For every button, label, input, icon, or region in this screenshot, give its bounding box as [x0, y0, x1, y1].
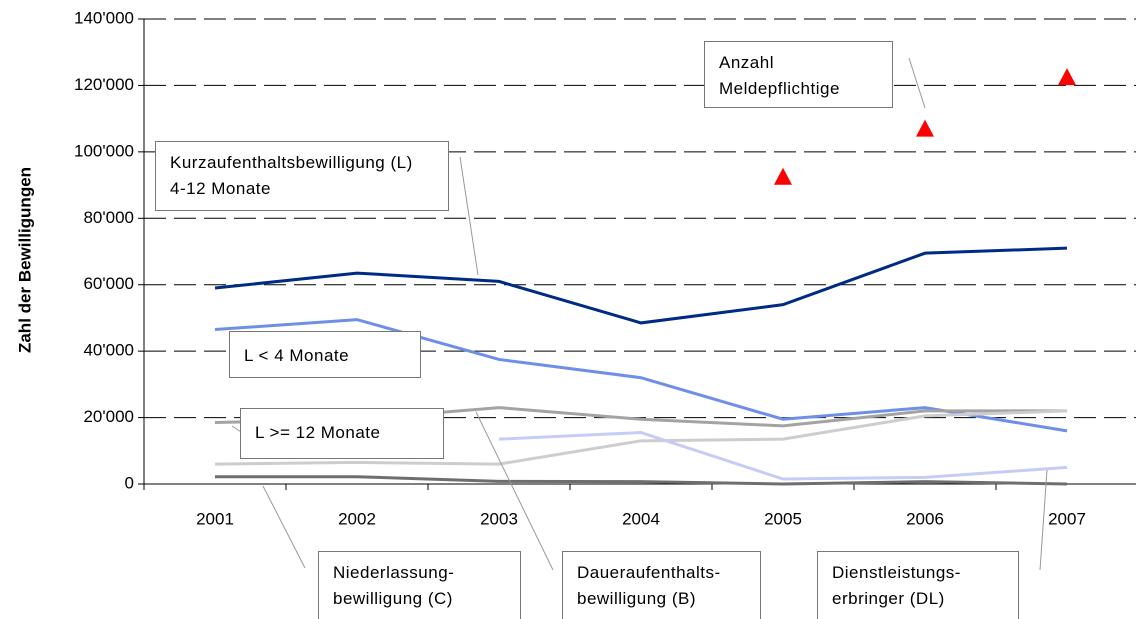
- y-tick-label: 40'000: [83, 341, 134, 360]
- leader-line: [475, 411, 554, 571]
- leader-line: [908, 57, 926, 109]
- series-label: Niederlassung-bewilligung (C): [318, 551, 521, 619]
- y-axis-label: Zahl der Bewilligungen: [15, 167, 34, 353]
- series-line: [215, 475, 1068, 486]
- series-line: [214, 318, 1068, 433]
- x-tick-label: 2003: [480, 509, 518, 528]
- y-tick-label: 60'000: [83, 274, 134, 293]
- leader-line: [459, 156, 479, 276]
- series-line: [498, 431, 1068, 481]
- series-line: [214, 409, 1068, 466]
- y-tick-label: 0: [125, 473, 134, 492]
- x-tick-label: 2006: [906, 509, 944, 528]
- y-tick-label: 80'000: [83, 208, 134, 227]
- y-tick-label: 20'000: [83, 407, 134, 426]
- leader-lines: [231, 57, 1048, 571]
- leader-line: [262, 485, 306, 569]
- marker: [916, 119, 934, 137]
- leader-line: [1039, 469, 1048, 571]
- leader-line: [231, 425, 242, 433]
- x-tick-label: 2004: [622, 509, 660, 528]
- x-tick-label: 2002: [338, 509, 376, 528]
- series-label: L >= 12 Monate: [240, 408, 444, 459]
- series-line: [214, 246, 1068, 325]
- x-tick-label: 2005: [764, 509, 802, 528]
- series-label: Kurzaufenthaltsbewilligung (L) 4-12 Mona…: [155, 141, 449, 211]
- series-label: Anzahl Meldepflichtige: [704, 41, 893, 108]
- series-label: L < 4 Monate: [229, 331, 421, 378]
- marker: [1058, 68, 1076, 86]
- marker: [774, 167, 792, 185]
- x-tick-label: 2007: [1048, 509, 1086, 528]
- x-tick-label: 2001: [196, 509, 234, 528]
- plot: 0 20'000 40'000 60'000 80'000 100'000 120'000 1…: [74, 8, 1136, 528]
- series-label: Daueraufenthalts-bewilligung (B): [562, 551, 761, 619]
- y-tick-label: 100'000: [74, 141, 134, 160]
- series-label: Dienstleistungs-erbringer (DL): [817, 551, 1019, 619]
- y-tick-label: 140'000: [74, 8, 134, 27]
- y-tick-label: 120'000: [74, 75, 134, 94]
